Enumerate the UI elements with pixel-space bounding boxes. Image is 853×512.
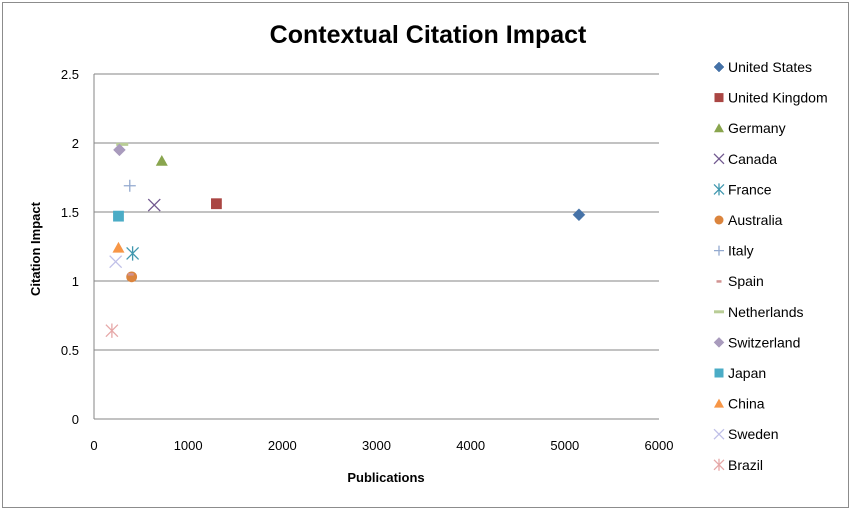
point-netherlands bbox=[116, 142, 129, 146]
legend-item-australia: Australia bbox=[714, 212, 783, 228]
point-china bbox=[112, 241, 125, 253]
point-germany bbox=[155, 154, 168, 166]
legend-label-united-kingdom: United Kingdom bbox=[728, 90, 828, 106]
legend-marker-china bbox=[714, 398, 724, 408]
x-tick-label: 6000 bbox=[645, 438, 674, 453]
legend-item-united-states: United States bbox=[713, 59, 812, 75]
data-points bbox=[105, 142, 586, 338]
legend-label-italy: Italy bbox=[728, 243, 754, 259]
point-canada bbox=[147, 198, 161, 212]
y-axis-title: Citation Impact bbox=[28, 201, 43, 296]
legend-label-brazil: Brazil bbox=[728, 457, 763, 473]
legend-marker-germany bbox=[714, 123, 724, 133]
scatter-chart: Contextual Citation Impact Citation Impa… bbox=[28, 21, 828, 485]
tick-labels: 0 0.5 1 1.5 2 2.5 0 1000 2000 3000 4000 5000 6000 bbox=[61, 67, 674, 453]
legend-item-switzerland: Switzerland bbox=[713, 334, 800, 350]
x-tick-label: 0 bbox=[90, 438, 97, 453]
y-tick-label: 0.5 bbox=[61, 343, 79, 358]
legend-label-canada: Canada bbox=[728, 151, 777, 167]
legend: United States United Kingdom Germany Canada… bbox=[713, 59, 828, 473]
legend-marker-spain bbox=[716, 280, 722, 283]
legend-item-japan: Japan bbox=[714, 365, 766, 381]
legend-label-united-states: United States bbox=[728, 59, 812, 75]
legend-label-germany: Germany bbox=[728, 120, 786, 136]
legend-label-china: China bbox=[728, 396, 765, 412]
legend-item-china: China bbox=[714, 396, 765, 412]
x-axis-title: Publications bbox=[347, 470, 424, 485]
axes bbox=[93, 74, 659, 420]
legend-marker-united-states bbox=[713, 61, 725, 73]
point-brazil bbox=[105, 323, 119, 338]
x-tick-label: 5000 bbox=[550, 438, 579, 453]
x-tick-label: 4000 bbox=[456, 438, 485, 453]
legend-marker-switzerland bbox=[713, 337, 725, 348]
legend-marker-australia bbox=[714, 215, 724, 225]
legend-label-australia: Australia bbox=[728, 212, 783, 228]
legend-label-netherlands: Netherlands bbox=[728, 304, 804, 320]
point-spain bbox=[127, 273, 134, 276]
legend-label-japan: Japan bbox=[728, 365, 766, 381]
y-tick-label: 2.5 bbox=[61, 67, 79, 82]
legend-marker-sweden bbox=[713, 428, 725, 440]
y-tick-label: 0 bbox=[72, 412, 79, 427]
point-japan bbox=[113, 210, 124, 222]
legend-item-united-kingdom: United Kingdom bbox=[714, 90, 828, 106]
legend-label-sweden: Sweden bbox=[728, 426, 779, 442]
legend-marker-brazil bbox=[713, 458, 725, 471]
legend-marker-japan bbox=[714, 368, 724, 378]
point-sweden bbox=[109, 255, 123, 269]
x-tick-label: 3000 bbox=[362, 438, 391, 453]
gridlines bbox=[94, 73, 659, 351]
legend-item-italy: Italy bbox=[714, 243, 754, 259]
legend-item-canada: Canada bbox=[713, 151, 777, 167]
point-australia bbox=[126, 271, 138, 283]
point-united-states bbox=[572, 208, 586, 222]
x-tick-label: 2000 bbox=[268, 438, 297, 453]
legend-item-spain: Spain bbox=[716, 273, 764, 289]
legend-item-germany: Germany bbox=[714, 120, 786, 136]
chart-title: Contextual Citation Impact bbox=[270, 21, 587, 49]
legend-marker-netherlands bbox=[714, 310, 724, 314]
legend-marker-italy bbox=[714, 245, 724, 256]
point-italy bbox=[123, 179, 136, 192]
point-switzerland bbox=[113, 143, 126, 157]
x-tick-label: 1000 bbox=[174, 438, 203, 453]
y-tick-label: 1 bbox=[72, 274, 79, 289]
legend-item-sweden: Sweden bbox=[713, 426, 779, 442]
y-tick-label: 1.5 bbox=[61, 205, 79, 220]
legend-label-france: France bbox=[728, 181, 772, 197]
legend-marker-canada bbox=[713, 153, 725, 165]
legend-item-brazil: Brazil bbox=[713, 457, 763, 473]
legend-label-switzerland: Switzerland bbox=[728, 334, 800, 350]
y-tick-label: 2 bbox=[72, 136, 79, 151]
legend-marker-france bbox=[713, 183, 725, 196]
legend-marker-united-kingdom bbox=[714, 93, 724, 103]
legend-item-netherlands: Netherlands bbox=[714, 304, 804, 320]
point-france bbox=[126, 246, 140, 261]
point-united-kingdom bbox=[211, 198, 222, 210]
legend-label-spain: Spain bbox=[728, 273, 764, 289]
legend-item-france: France bbox=[713, 181, 772, 197]
